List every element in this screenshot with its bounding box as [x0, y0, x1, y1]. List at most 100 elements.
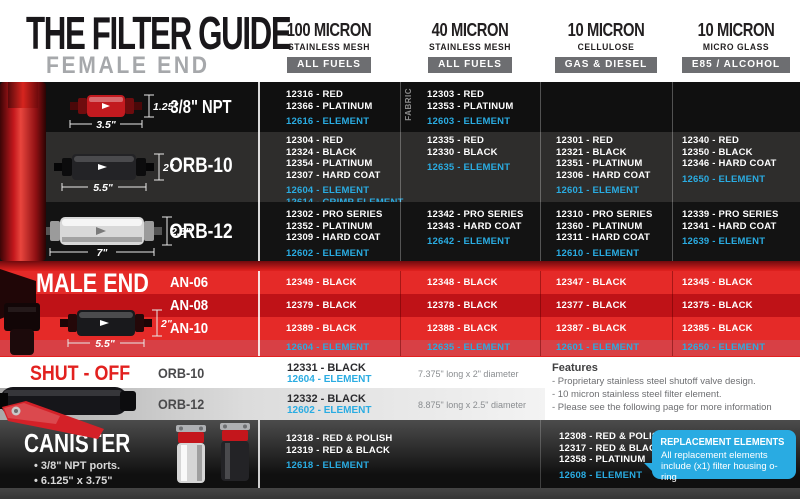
dim-height-label: 2.5"	[170, 226, 192, 238]
dim-length-label: 3.5"	[96, 119, 117, 131]
parts-cell: 12389 - BLACK	[258, 317, 400, 340]
inline-filter-image-chrome: 2.5" 7"	[42, 216, 192, 259]
dim-height-label: 1.25"	[153, 101, 179, 113]
parts-cell: 12388 - BLACK	[400, 317, 540, 340]
page-title: THE FILTER GUIDE	[26, 7, 292, 59]
feature-item: - Proprietary stainless steel shutoff va…	[552, 376, 756, 387]
male-row-an06: AN-06 12349 - BLACK 12348 - BLACK 12347 …	[0, 271, 800, 294]
parts-cell: 12340 - RED 12350 - BLACK 12346 - HARD COA…	[672, 132, 800, 202]
parts-cell: 12377 - BLACK	[540, 294, 672, 317]
male-row-elements: 12604 - ELEMENT 12635 - ELEMENT 12601 - …	[0, 340, 800, 356]
parts-cell: 12385 - BLACK	[672, 317, 800, 340]
row-label: 3/8" NPT	[170, 97, 232, 117]
dim-length-label: 7"	[97, 247, 109, 259]
part-number: 12332 - BLACK	[287, 393, 366, 405]
column-micron-label: 10 MICRON	[567, 20, 645, 40]
inline-filter-image-black: 2" 5.5"	[54, 153, 175, 194]
parts-cell: FABRIC 12303 - RED 12353 - PLATINUM 12603 …	[400, 82, 540, 132]
logo-mark-icon	[100, 320, 109, 326]
canister-bullet: • 3/8" NPT ports.	[34, 460, 121, 472]
canister-bullet: • 6.125" x 3.75"	[34, 475, 113, 487]
row-label: ORB-12	[169, 220, 233, 243]
fabric-note: FABRIC	[404, 88, 413, 121]
parts-cell-empty	[672, 82, 800, 132]
logo-mark-icon	[98, 164, 107, 170]
inline-filter-image-black: 2" 5.5"	[60, 309, 173, 350]
column-header-10-micron-micro-glass: 10 MICRON MICRO GLASS E85 / ALCOHOL	[672, 20, 800, 73]
logo-mark-icon	[96, 227, 106, 235]
parts-cell: 12335 - RED 12330 - BLACK 12635 - ELEMENT	[400, 132, 540, 202]
feature-item: - 10 micron stainless steel filter eleme…	[552, 389, 722, 400]
row-label: ORB-10	[169, 154, 233, 177]
male-end-section: MALE END AN-06 12349 - BLACK 12348 - BLA…	[0, 261, 800, 357]
parts-cell: 12304 - RED 12324 - BLACK 12354 - PLATINUM…	[258, 132, 403, 208]
column-media-label: STAINLESS MESH	[429, 42, 511, 53]
parts-cell: 12387 - BLACK	[540, 317, 672, 340]
column-micron-label: 10 MICRON	[697, 20, 775, 40]
parts-cell: 12379 - BLACK	[258, 294, 400, 317]
female-row-orb12: 2.5" 7" ORB-12 12302 - PRO SERIES 12352 -…	[0, 202, 800, 261]
section-label-shutoff: SHUT - OFF	[30, 362, 131, 385]
dim-length-label: 5.5"	[93, 182, 114, 194]
female-row-38-npt: 1.25" 3.5" 3/8" NPT 12316 - RED 12366 - P…	[0, 82, 800, 132]
column-media-label: CELLULOSE	[577, 42, 635, 53]
column-header-40-micron: 40 MICRON STAINLESS MESH ALL FUELS	[400, 20, 540, 73]
element-cell: 12601 - ELEMENT	[540, 340, 672, 356]
column-media-label: STAINLESS MESH	[288, 42, 370, 53]
dim-height-label: 2"	[160, 318, 173, 330]
row-label: AN-10	[170, 320, 209, 337]
row-label: AN-08	[170, 297, 209, 314]
parts-cell: 12345 - BLACK	[672, 271, 800, 294]
red-filter-product-photo	[0, 82, 46, 261]
parts-cell: 12302 - PRO SERIES 12352 - PLATINUM 12309 …	[258, 202, 400, 261]
parts-cell: 12339 - PRO SERIES 12341 - HARD COAT 12639…	[672, 202, 800, 261]
row-label: ORB-10	[158, 365, 205, 381]
parts-cell: 12308 - RED & POLISH 12317 - RED & BLACK 1…	[540, 420, 672, 488]
size-spec: 7.375" long x 2" diameter	[418, 369, 519, 379]
element-cell: 12650 - ELEMENT	[672, 340, 800, 356]
part-number: 12331 - BLACK	[287, 362, 366, 374]
element-number: 12604 - ELEMENT	[287, 374, 372, 385]
logo-mark-icon	[102, 103, 110, 109]
parts-cell: 12375 - BLACK	[672, 294, 800, 317]
parts-cell: 12318 - RED & POLISH 12319 - RED & BLACK 1…	[258, 420, 400, 488]
callout-title: REPLACEMENT ELEMENTS	[660, 437, 785, 448]
parts-cell-empty	[400, 420, 540, 488]
canister-product-photos	[176, 423, 250, 483]
row-label: ORB-12	[158, 396, 205, 412]
female-row-orb10: 2" 5.5" ORB-10 12304 - RED 12324 - BLACK 1…	[0, 132, 800, 208]
parts-cell: 12348 - BLACK	[400, 271, 540, 294]
parts-cell: 12316 - RED 12366 - PLATINUM 12616 - ELEME…	[258, 82, 400, 132]
bottom-strip	[0, 488, 800, 499]
canister-section: CANISTER • 3/8" NPT ports. • 6.125" x 3.…	[0, 420, 800, 488]
parts-cell: 12349 - BLACK	[258, 271, 400, 294]
parts-cell: 12347 - BLACK	[540, 271, 672, 294]
column-media-label: MICRO GLASS	[702, 42, 770, 53]
replacement-elements-callout: REPLACEMENT ELEMENTS All replacement ele…	[644, 430, 796, 483]
an-fitting-product-photo	[0, 269, 40, 355]
parts-cell: 12378 - BLACK	[400, 294, 540, 317]
feature-item: - Please see the following page for more…	[552, 402, 772, 413]
parts-cell-empty	[540, 82, 672, 132]
male-row-an08: AN-08 12379 - BLACK 12378 - BLACK 12377 …	[0, 294, 800, 317]
female-end-section: 1.25" 3.5" 3/8" NPT 12316 - RED 12366 - P…	[0, 82, 800, 261]
column-micron-label: 40 MICRON	[431, 20, 509, 40]
fuel-badge: ALL FUELS	[287, 57, 371, 73]
features-block: Features - Proprietary stainless steel s…	[552, 362, 798, 414]
column-header-100-micron: 100 MICRON STAINLESS MESH ALL FUELS	[258, 20, 400, 73]
column-header-10-micron-cellulose: 10 MICRON CELLULOSE GAS & DIESEL	[540, 20, 672, 73]
male-row-an10: AN-10 12389 - BLACK 12388 - BLACK 12387 …	[0, 317, 800, 340]
fuel-badge: E85 / ALCOHOL	[681, 57, 791, 73]
parts-cell: 12310 - PRO SERIES 12360 - PLATINUM 12311 …	[540, 202, 672, 261]
inline-filter-image-red: 1.25" 3.5"	[69, 94, 179, 131]
parts-cell: 12342 - PRO SERIES 12343 - HARD COAT 12642…	[400, 202, 540, 261]
element-cell: 12635 - ELEMENT	[400, 340, 540, 356]
dim-height-label: 2"	[162, 162, 175, 174]
section-label-female-end: FEMALE END	[46, 52, 210, 79]
parts-cell: 12301 - RED 12321 - BLACK 12351 - PLATINUM…	[540, 132, 672, 202]
dim-length-label: 5.5"	[95, 338, 116, 350]
element-number: 12602 - ELEMENT	[287, 405, 372, 416]
fuel-badge: ALL FUELS	[428, 57, 512, 73]
section-label-male-end: MALE END	[36, 268, 149, 298]
